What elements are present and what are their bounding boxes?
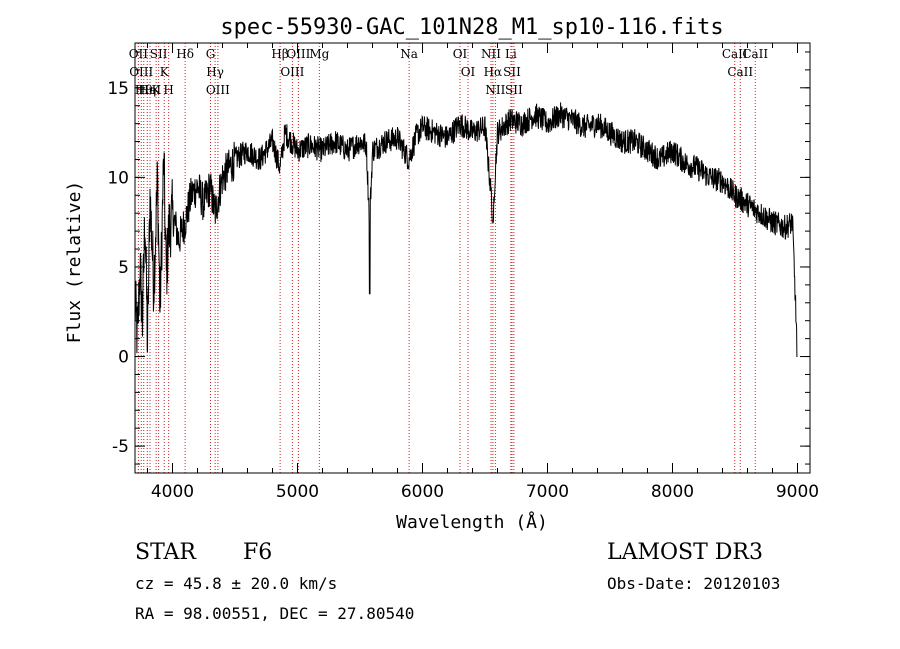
line-label-caii: CaII — [727, 65, 753, 79]
coordinates: RA = 98.00551, DEC = 27.80540 — [135, 604, 415, 623]
emission-line-markers — [137, 43, 756, 473]
line-label-oiii: OIII — [206, 83, 230, 97]
line-label-hβ: Hβ — [271, 47, 288, 61]
line-label-hγ: Hγ — [206, 65, 224, 79]
line-label-oiii: OIII — [286, 47, 310, 61]
line-label-hei: HeI — [139, 83, 162, 97]
line-label-oii: OII — [129, 47, 149, 61]
line-label-oi: OI — [461, 65, 476, 79]
x-tick-label: 5000 — [276, 482, 319, 502]
y-tick-label: 10 — [107, 168, 129, 188]
x-tick-label: 9000 — [776, 482, 819, 502]
line-label-g: G — [206, 47, 216, 61]
observation-date: Obs-Date: 20120103 — [607, 574, 781, 593]
line-label-nii: NII — [481, 47, 501, 61]
spectrum-line — [134, 102, 798, 357]
line-label-oiii: OIII — [129, 65, 153, 79]
redshift-cz: cz = 45.8 ± 20.0 km/s — [135, 574, 338, 593]
x-axis-ticks: 4000 5000 6000 7000 8000 9000 — [147, 43, 819, 502]
line-label-hα: Hα — [484, 65, 503, 79]
line-label-oi: OI — [453, 47, 468, 61]
line-label-h: H — [163, 83, 173, 97]
y-tick-label: 0 — [118, 348, 129, 368]
line-label-na: Na — [400, 47, 418, 61]
line-label-hθ: Hθ — [135, 83, 153, 97]
survey-name: LAMOST DR3 — [607, 540, 763, 565]
line-label-sii: SII — [150, 47, 168, 61]
object-subclass: F6 — [243, 540, 273, 565]
line-label-oiii: OIII — [280, 65, 304, 79]
x-axis-label: Wavelength (Å) — [396, 511, 548, 533]
spectrum-chart: spec-55930-GAC_101N28_M1_sp10-116.fits O… — [64, 15, 819, 533]
x-tick-label: 8000 — [651, 482, 694, 502]
line-label-sii: SII — [505, 83, 523, 97]
x-tick-label: 6000 — [401, 482, 444, 502]
line-label-hδ: Hδ — [176, 47, 194, 61]
y-axis-label: Flux (relative) — [64, 181, 85, 344]
y-tick-label: 15 — [107, 79, 129, 99]
x-tick-label: 4000 — [151, 482, 194, 502]
line-label-nii: NII — [485, 83, 505, 97]
y-axis-ticks: -5 0 5 10 15 — [107, 51, 810, 465]
line-label-hη: Hη — [138, 83, 156, 97]
line-label-caii: CaII — [742, 47, 768, 61]
plot-frame — [134, 42, 811, 474]
y-tick-label: -5 — [112, 437, 129, 457]
line-label-k: K — [152, 83, 162, 97]
line-label-caii: CaII — [722, 47, 748, 61]
object-class: STAR — [135, 540, 196, 565]
line-label-sii: SII — [503, 65, 521, 79]
x-tick-label: 7000 — [526, 482, 569, 502]
y-tick-label: 5 — [118, 258, 129, 278]
line-label-li: Li — [505, 47, 517, 61]
line-label-k: K — [160, 65, 170, 79]
chart-title: spec-55930-GAC_101N28_M1_sp10-116.fits — [220, 15, 723, 40]
line-label-mg: Mg — [309, 47, 329, 61]
